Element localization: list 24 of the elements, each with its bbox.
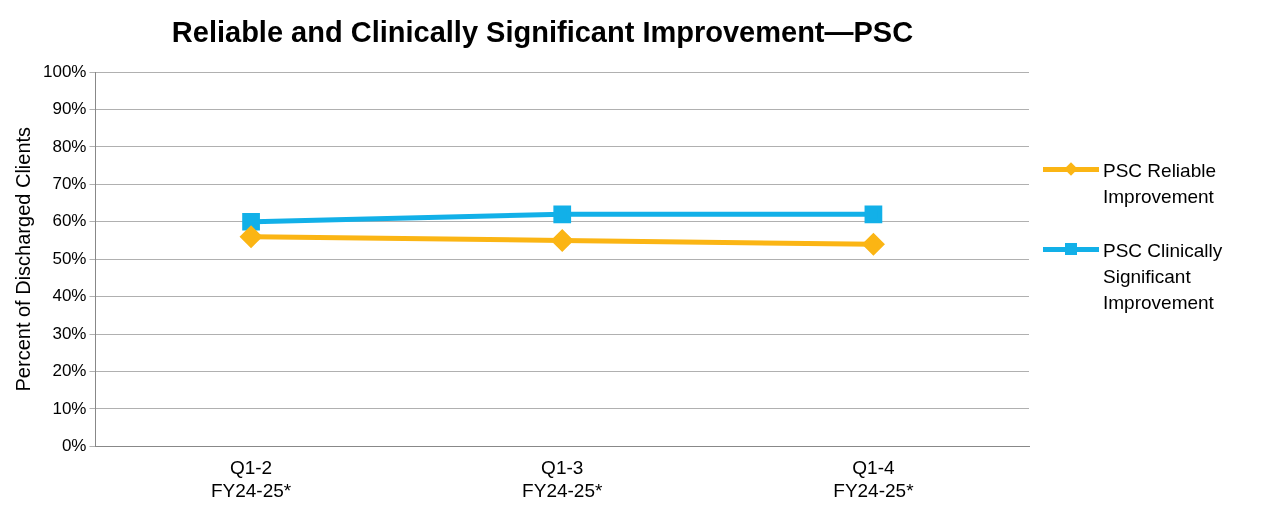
point bbox=[862, 233, 884, 255]
x-tick-label: Q1-4 FY24-25* bbox=[833, 457, 915, 501]
y-tick-label: 70% bbox=[52, 174, 87, 194]
y-tick-label: 10% bbox=[52, 398, 87, 418]
legend-label: PSC Reliable Improvement bbox=[1103, 159, 1217, 209]
x-tick-label: Q1-2 FY24-25* bbox=[210, 457, 292, 501]
y-tick-label: 100% bbox=[43, 61, 87, 81]
y-tick-label: 80% bbox=[52, 136, 87, 156]
point bbox=[553, 205, 572, 224]
y-tick-label: 60% bbox=[52, 211, 87, 231]
point bbox=[240, 226, 262, 248]
y-tick-label: 20% bbox=[52, 361, 87, 381]
y-tick-label: 50% bbox=[52, 248, 87, 268]
legend-label: PSC Clinically Significant Improvement bbox=[1103, 239, 1224, 315]
y-tick-label: 0% bbox=[61, 436, 87, 456]
point bbox=[551, 229, 573, 251]
x-tick-label: Q1-3 FY24-25* bbox=[522, 457, 603, 501]
y-tick-label: 40% bbox=[52, 286, 87, 306]
y-axis-title: Percent of Discharged Clients bbox=[11, 126, 34, 392]
y-tick-label: 90% bbox=[52, 99, 87, 119]
chart-title: Reliable and Clinically Significant Improvement—PSC bbox=[170, 15, 915, 50]
point bbox=[864, 205, 883, 224]
y-tick-label: 30% bbox=[52, 323, 87, 343]
point bbox=[242, 212, 260, 231]
